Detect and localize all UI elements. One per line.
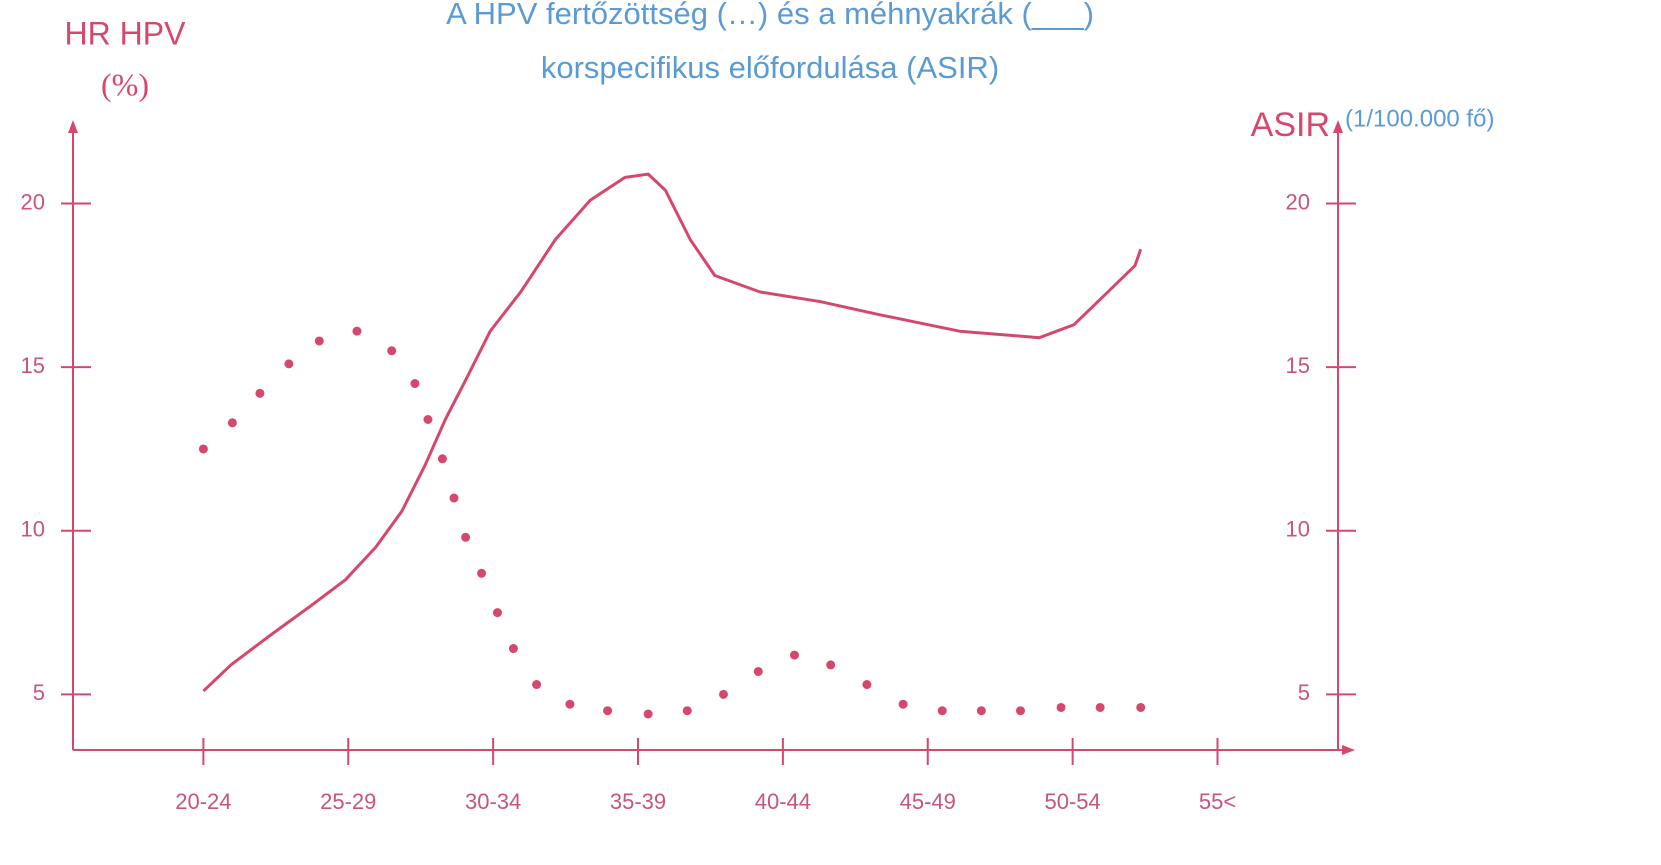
data-point: [255, 388, 265, 398]
data-point: [352, 326, 362, 336]
data-point: [477, 568, 487, 578]
data-point: [387, 346, 397, 356]
y2-axis-label: ASIR: [1251, 106, 1330, 144]
data-line: [202, 172, 1143, 693]
y-tick-label: 20: [21, 189, 45, 214]
y2-tick-label: 20: [1286, 189, 1310, 214]
axes: [68, 120, 1355, 755]
y-tick-label: 5: [33, 680, 45, 705]
data-point: [718, 689, 728, 699]
y-axis-label: (%): [101, 66, 149, 102]
y2-tick-label: 10: [1286, 517, 1310, 542]
x-tick-label: 25-29: [320, 789, 376, 814]
data-point: [976, 706, 986, 716]
data-point: [898, 699, 908, 709]
data-point: [437, 454, 447, 464]
data-point: [227, 418, 237, 428]
data-point: [789, 650, 799, 660]
data-point: [862, 680, 872, 690]
x-tick-label: 40-44: [755, 789, 811, 814]
chart-title: A HPV fertőzöttség (…) és a méhnyakrák (…: [446, 0, 1094, 31]
data-point: [565, 699, 575, 709]
x-axis-arrow: [1342, 745, 1355, 755]
y-axis-arrow: [68, 120, 78, 133]
data-point: [682, 706, 692, 716]
data-point: [492, 608, 502, 618]
data-point: [461, 532, 471, 542]
y2-tick-label: 15: [1286, 353, 1310, 378]
x-tick-label: 35-39: [610, 789, 666, 814]
data-point: [449, 493, 459, 503]
data-point: [314, 336, 324, 346]
data-point: [1095, 702, 1105, 712]
data-point: [198, 444, 208, 454]
data-point: [643, 709, 653, 719]
data-point: [284, 359, 294, 369]
data-point: [532, 680, 542, 690]
x-tick-label: 55<: [1199, 789, 1236, 814]
y-tick-label: 10: [21, 517, 45, 542]
data-point: [410, 379, 420, 389]
data-point: [937, 706, 947, 716]
data-point: [603, 706, 613, 716]
y-tick-label: 15: [21, 353, 45, 378]
x-tick-label: 20-24: [175, 789, 231, 814]
x-tick-label: 50-54: [1044, 789, 1100, 814]
y-axis-label: HR HPV: [65, 15, 187, 51]
data-point: [423, 415, 433, 425]
data-point: [826, 660, 836, 670]
y2-axis-unit: (1/100.000 fő): [1345, 105, 1494, 132]
x-tick-label: 45-49: [900, 789, 956, 814]
y2-tick-label: 5: [1298, 680, 1310, 705]
data-point: [1136, 702, 1146, 712]
x-tick-label: 30-34: [465, 789, 521, 814]
data-point: [1015, 706, 1025, 716]
chart-title: korspecifikus előfordulása (ASIR): [541, 50, 999, 85]
data-point: [753, 666, 763, 676]
data-point: [1056, 702, 1066, 712]
data-point: [508, 644, 518, 654]
y2-axis-arrow: [1333, 120, 1343, 133]
